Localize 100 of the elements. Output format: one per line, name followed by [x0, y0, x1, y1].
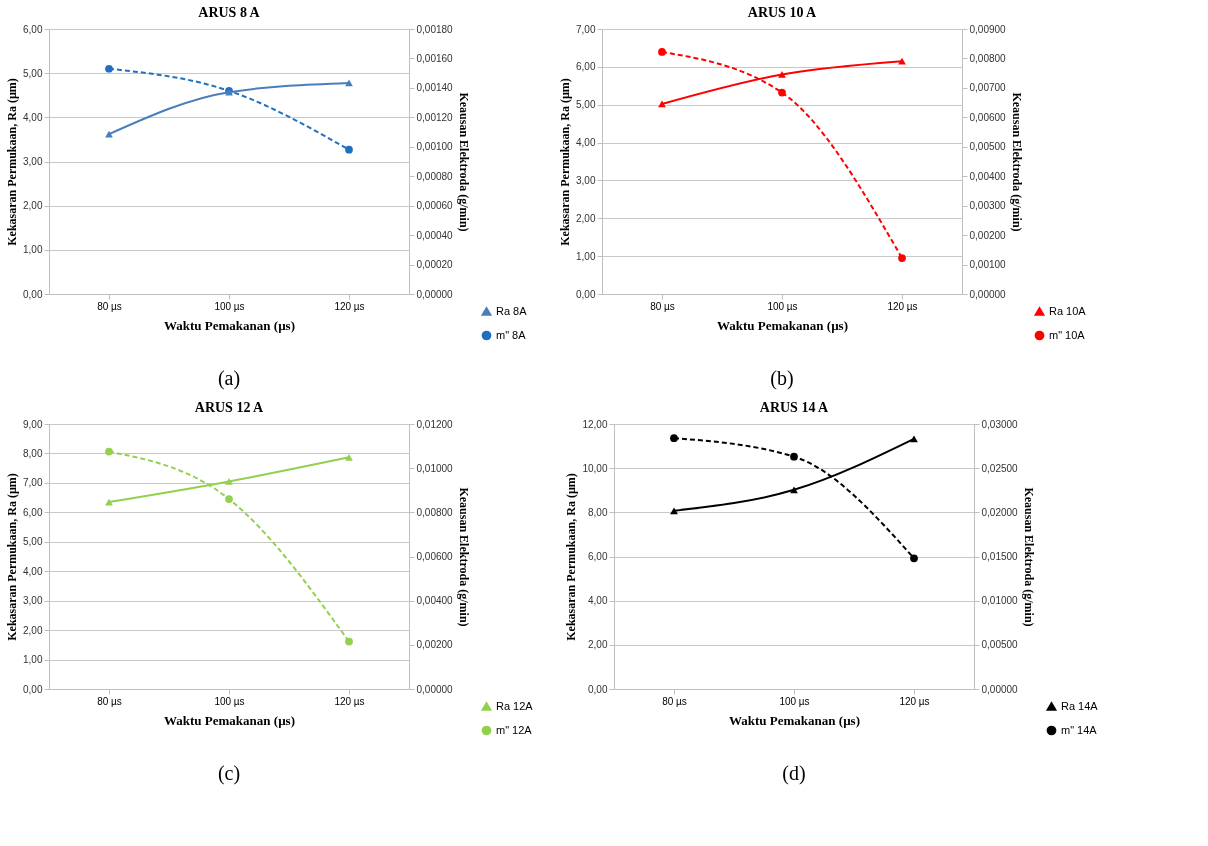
chart-title: ARUS 8 A	[198, 5, 261, 20]
text: (d)	[782, 762, 806, 785]
y-tick-label: 2,00	[576, 212, 596, 224]
x-tick-label: 80 µs	[97, 695, 122, 707]
y-tick-label: 1,00	[23, 654, 43, 666]
y2-tick-label: 0,01500	[981, 551, 1019, 562]
x-axis-title: Waktu Pemakanan (µs)	[728, 712, 861, 728]
y-tick-label: 0,00	[23, 288, 43, 300]
y2-tick-label: 0,02500	[981, 462, 1019, 474]
point	[658, 100, 666, 108]
x-tick-label: 100 µs	[214, 695, 245, 707]
legend-label: Ra 14A	[1061, 699, 1099, 712]
x-tick-label: 120 µs	[887, 300, 918, 312]
y2-tick-label: 0,00900	[969, 23, 1007, 35]
legend-label: m" 10A	[1049, 328, 1086, 341]
y-tick-label: 5,00	[23, 536, 43, 548]
x-tick-label: 120 µs	[334, 695, 365, 707]
x-tick-label: 100 µs	[779, 695, 810, 707]
y-tick-label: 8,00	[23, 447, 43, 459]
y-tick-label: 4,00	[576, 137, 596, 149]
y2-tick-label: 0,00000	[981, 683, 1019, 695]
point	[670, 507, 678, 515]
point	[345, 637, 353, 646]
point	[225, 495, 233, 503]
y-tick-label: 2,00	[23, 200, 43, 212]
y2-axis-title: Keausan Elektroda (g/min)	[456, 487, 471, 627]
y2-tick-label: 0,00300	[969, 200, 1007, 212]
legend-label: m" 12A	[496, 723, 533, 736]
point	[658, 48, 666, 56]
y-tick-label: 4,00	[23, 565, 43, 577]
y-tick-label: 3,00	[576, 174, 596, 186]
y2-tick-label: 0,00500	[981, 639, 1019, 651]
y2-tick-label: 0,02000	[981, 506, 1019, 518]
y2-tick-label: 0,00400	[969, 170, 1007, 182]
y2-tick-label: 0,00000	[416, 683, 454, 695]
point	[910, 435, 918, 443]
y-tick-label: 6,00	[23, 23, 43, 35]
point	[898, 254, 906, 262]
y2-axis-title: Keausan Elektroda (g/min)	[1021, 487, 1036, 627]
y-tick-label: 12,00	[582, 418, 608, 430]
legend-label: m" 14A	[1061, 723, 1098, 736]
y2-tick-label: 0,01000	[416, 462, 454, 474]
y2-tick-label: 0,00140	[416, 82, 454, 94]
y2-tick-label: 0,00600	[969, 111, 1007, 123]
y2-tick-label: 0,00080	[416, 170, 454, 182]
x-axis-title: Waktu Pemakanan (µs)	[163, 712, 296, 728]
text: (a)	[217, 367, 241, 390]
y-axis-title: Kekasaran Permukaan, Ra (µm)	[5, 78, 20, 246]
x-axis-title: Waktu Pemakanan (µs)	[163, 317, 296, 333]
y-tick-label: 4,00	[23, 111, 43, 123]
point	[670, 434, 678, 442]
y2-tick-label: 0,03000	[981, 418, 1019, 430]
point	[910, 554, 918, 563]
y2-tick-label: 0,00120	[416, 111, 454, 123]
y2-tick-label: 0,01000	[981, 595, 1019, 607]
y2-tick-label: 0,00800	[969, 52, 1007, 64]
point	[790, 452, 798, 461]
x-tick-label: 80 µs	[662, 695, 687, 707]
y2-tick-label: 0,00020	[416, 259, 454, 271]
y2-tick-label: 0,00000	[416, 288, 454, 300]
x-tick-label: 100 µs	[767, 300, 798, 312]
y2-tick-label: 0,00160	[416, 52, 454, 64]
y-tick-label: 6,00	[576, 61, 596, 73]
y-tick-label: 8,00	[588, 506, 608, 518]
y-tick-label: 10,00	[582, 462, 608, 474]
y2-tick-label: 0,00200	[416, 639, 454, 651]
y2-tick-label: 0,00200	[969, 229, 1007, 241]
y-tick-label: 5,00	[576, 99, 596, 111]
x-tick-label: 80 µs	[97, 300, 122, 312]
point	[345, 453, 353, 461]
y-tick-label: 4,00	[588, 595, 608, 607]
point	[790, 486, 798, 494]
x-tick-label: 120 µs	[334, 300, 365, 312]
y-tick-label: 0,00	[23, 683, 43, 695]
y2-tick-label: 0,00100	[416, 141, 454, 153]
y-tick-label: 0,00	[576, 288, 596, 300]
y2-axis-title: Keausan Elektroda (g/min)	[1009, 92, 1024, 232]
x-tick-label: 80 µs	[650, 300, 675, 312]
chart-title: ARUS 12 A	[194, 400, 265, 415]
y-tick-label: 7,00	[576, 23, 596, 35]
y-tick-label: 5,00	[23, 67, 43, 79]
y-tick-label: 3,00	[23, 156, 43, 167]
legend-label: Ra 12A	[496, 699, 534, 712]
y-tick-label: 7,00	[23, 477, 43, 489]
y-axis-title: Kekasaran Permukaan, Ra (µm)	[564, 473, 579, 641]
y-tick-label: 1,00	[576, 250, 596, 262]
point	[105, 447, 113, 456]
point	[105, 64, 113, 73]
x-axis-title: Waktu Pemakanan (µs)	[716, 317, 849, 333]
y2-tick-label: 0,00180	[416, 23, 454, 35]
legend-label: Ra 8A	[496, 304, 528, 317]
y2-tick-label: 0,00040	[416, 229, 454, 241]
y2-tick-label: 0,00800	[416, 506, 454, 518]
y-tick-label: 2,00	[588, 639, 608, 651]
y2-tick-label: 0,00100	[969, 259, 1007, 271]
text: (c)	[217, 762, 241, 785]
y-axis-title: Kekasaran Permukaan, Ra (µm)	[558, 78, 573, 246]
y-axis-title: Kekasaran Permukaan, Ra (µm)	[5, 473, 20, 641]
point	[345, 79, 353, 87]
x-tick-label: 120 µs	[899, 695, 930, 707]
